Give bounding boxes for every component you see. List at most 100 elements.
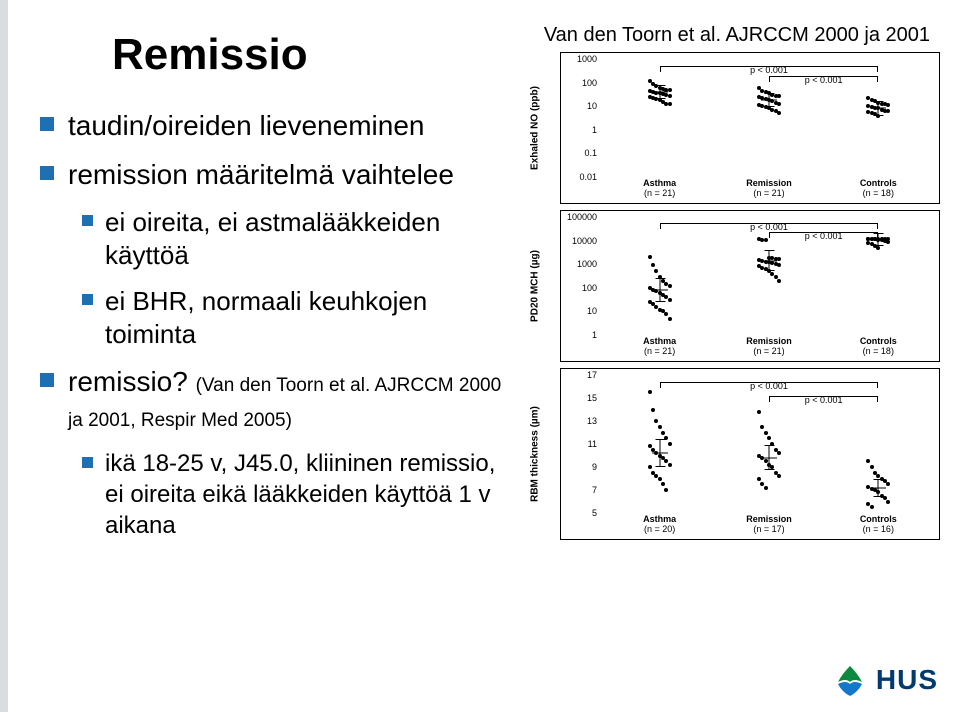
data-point — [661, 431, 665, 435]
data-point — [648, 465, 652, 469]
data-point — [654, 419, 658, 423]
y-tick-label: 9 — [592, 462, 597, 472]
bullet-square-icon — [40, 373, 54, 387]
data-point — [886, 500, 890, 504]
chart-panel: RBM thickness (µm)57911131517p < 0.001p … — [560, 368, 940, 540]
data-point — [668, 317, 672, 321]
data-point — [668, 102, 672, 106]
x-group-label: Asthma(n = 21) — [605, 337, 714, 361]
bullet-2a-text: ei oireita, ei astmalääkkeiden käyttöä — [105, 206, 520, 271]
data-point — [668, 88, 672, 92]
y-tick-label: 1 — [592, 330, 597, 340]
top-citation: Van den Toorn et al. AJRCCM 2000 ja 2001 — [544, 24, 930, 47]
plot-area: p < 0.001 p < 0.001 — [605, 375, 933, 513]
data-point — [760, 425, 764, 429]
data-point — [658, 477, 662, 481]
mean-marker — [652, 91, 668, 92]
data-point — [886, 240, 890, 244]
slide-title: Remissio — [112, 30, 520, 80]
x-group-label: Remission(n = 21) — [714, 337, 823, 361]
p-value-bracket: p < 0.001 — [769, 396, 878, 405]
data-point — [886, 109, 890, 113]
plot-area: p < 0.001p < 0.001 — [605, 217, 933, 335]
mean-marker — [652, 290, 668, 291]
y-tick-label: 100 — [582, 283, 597, 293]
data-point — [668, 442, 672, 446]
data-point — [664, 488, 668, 492]
data-point — [886, 103, 890, 107]
bullet-3-pre: remissio? — [68, 366, 196, 397]
data-point — [668, 298, 672, 302]
data-point — [876, 246, 880, 250]
text-column: Remissio taudin/oireiden lieveneminen re… — [40, 20, 520, 556]
data-point — [661, 482, 665, 486]
data-point — [668, 463, 672, 467]
x-group-label: Asthma(n = 20) — [605, 515, 714, 539]
x-group-labels: Asthma(n = 20)Remission(n = 17)Controls(… — [605, 515, 933, 539]
y-ticks: 57911131517 — [561, 375, 601, 513]
hus-logo: HUS — [832, 662, 938, 698]
x-group-label: Controls(n = 18) — [824, 179, 933, 203]
data-point — [764, 431, 768, 435]
bullet-square-icon — [40, 117, 54, 131]
bullet-3a-text: ikä 18-25 v, J45.0, kliininen remissio, … — [105, 448, 520, 542]
data-point — [651, 408, 655, 412]
bullet-2a: ei oireita, ei astmalääkkeiden käyttöä — [82, 206, 520, 271]
y-ticks: 0.010.11101001000 — [561, 59, 601, 177]
x-group-label: Controls(n = 16) — [824, 515, 933, 539]
bullet-square-icon — [82, 215, 93, 226]
figure-column: Exhaled NO (ppb)0.010.11101001000p < 0.0… — [560, 52, 940, 546]
data-point — [777, 279, 781, 283]
y-axis-label: RBM thickness (µm) — [530, 406, 541, 502]
mean-marker — [870, 487, 886, 488]
y-tick-label: 17 — [587, 370, 597, 380]
bullet-square-icon — [82, 294, 93, 305]
chart-panel: PD20 MCH (µg)110100100010000100000p < 0.… — [560, 210, 940, 362]
logo-text: HUS — [876, 664, 938, 696]
y-tick-label: 100000 — [567, 212, 597, 222]
mean-marker — [652, 453, 668, 454]
y-tick-label: 10 — [587, 306, 597, 316]
y-tick-label: 15 — [587, 393, 597, 403]
data-point — [777, 257, 781, 261]
x-group-label: Remission(n = 21) — [714, 179, 823, 203]
bullet-1: taudin/oireiden lieveneminen — [40, 108, 520, 143]
y-tick-label: 10 — [587, 101, 597, 111]
bullet-3-text: remissio? (Van den Toorn et al. AJRCCM 2… — [68, 364, 520, 434]
p-value-bracket: p < 0.001 — [769, 76, 878, 85]
data-point — [886, 482, 890, 486]
x-group-labels: Asthma(n = 21)Remission(n = 21)Controls(… — [605, 337, 933, 361]
data-point — [668, 284, 672, 288]
bullet-1-text: taudin/oireiden lieveneminen — [68, 108, 424, 143]
bullet-2: remission määritelmä vaihtelee — [40, 157, 520, 192]
y-tick-label: 1000 — [577, 54, 597, 64]
y-tick-label: 11 — [588, 439, 597, 449]
data-point — [777, 474, 781, 478]
data-point — [777, 451, 781, 455]
bullet-3a: ikä 18-25 v, J45.0, kliininen remissio, … — [82, 448, 520, 542]
mean-marker — [761, 100, 777, 101]
x-group-label: Remission(n = 17) — [714, 515, 823, 539]
y-tick-label: 1 — [592, 125, 597, 135]
data-point — [757, 410, 761, 414]
data-point — [764, 486, 768, 490]
bullet-2b-text: ei BHR, normaali keuhkojen toiminta — [105, 285, 520, 350]
data-point — [777, 111, 781, 115]
data-point — [658, 425, 662, 429]
p-value-bracket: p < 0.001 — [660, 382, 879, 391]
plot-area: p < 0.001p < 0.001 — [605, 59, 933, 177]
y-tick-label: 5 — [592, 508, 597, 518]
slide: { "title": "Remissio", "citation_top": "… — [0, 0, 960, 712]
bullet-2b: ei BHR, normaali keuhkojen toiminta — [82, 285, 520, 350]
decorative-left-bar — [0, 0, 8, 712]
data-point — [668, 94, 672, 98]
data-point — [648, 255, 652, 259]
y-axis-label: Exhaled NO (ppb) — [530, 86, 541, 170]
x-group-label: Controls(n = 18) — [824, 337, 933, 361]
y-ticks: 110100100010000100000 — [561, 217, 601, 335]
bullet-2-text: remission määritelmä vaihtelee — [68, 157, 454, 192]
y-tick-label: 0.01 — [579, 172, 597, 182]
data-point — [870, 465, 874, 469]
x-group-label: Asthma(n = 21) — [605, 179, 714, 203]
data-point — [654, 269, 658, 273]
